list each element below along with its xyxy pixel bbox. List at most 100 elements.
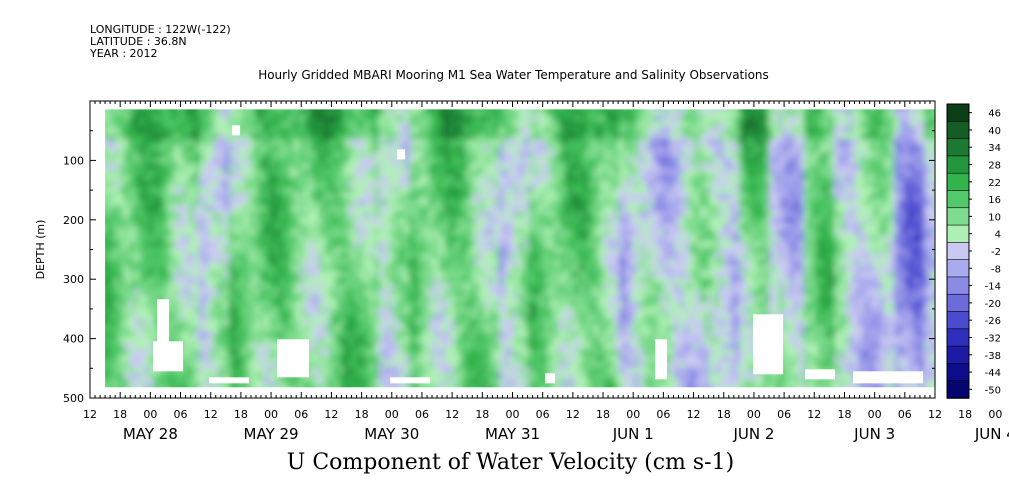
heatmap-cell [314, 151, 321, 159]
heatmap-cell [259, 301, 266, 309]
heatmap-cell [484, 253, 491, 261]
heatmap-cell [379, 265, 386, 273]
heatmap-cell [144, 349, 151, 357]
heatmap-cell [414, 361, 421, 369]
heatmap-cell [554, 385, 561, 388]
heatmap-cell [499, 301, 506, 309]
heatmap-cell [489, 247, 496, 255]
heatmap-cell [399, 295, 406, 303]
heatmap-cell [539, 115, 546, 123]
heatmap-cell [379, 151, 386, 159]
heatmap-cell [599, 205, 606, 213]
heatmap-cell [544, 259, 551, 267]
heatmap-cell [379, 385, 386, 388]
heatmap-cell [439, 283, 446, 291]
heatmap-cell [454, 223, 461, 231]
heatmap-cell [349, 121, 356, 129]
heatmap-cell [519, 355, 526, 363]
heatmap-cell [489, 163, 496, 171]
heatmap-cell [299, 385, 306, 388]
heatmap-cell [599, 145, 606, 153]
heatmap-cell [549, 211, 556, 219]
heatmap-cell [314, 145, 321, 153]
heatmap-cell [389, 175, 396, 183]
heatmap-cell [339, 361, 346, 369]
heatmap-cell [299, 289, 306, 297]
heatmap-cell [564, 265, 571, 273]
heatmap-cell [154, 283, 161, 291]
heatmap-cell [264, 271, 271, 279]
heatmap-cell [109, 199, 116, 207]
heatmap-cell [234, 307, 241, 315]
heatmap-cell [534, 289, 541, 297]
heatmap-cell [409, 277, 416, 285]
heatmap-cell [219, 157, 226, 165]
heatmap-cell [184, 139, 191, 147]
heatmap-cell [264, 265, 271, 273]
heatmap-cell [244, 277, 251, 285]
heatmap-cell [419, 145, 426, 153]
heatmap-cell [294, 379, 301, 387]
heatmap-cell [264, 175, 271, 183]
heatmap-cell [304, 133, 311, 141]
heatmap-cell [254, 139, 261, 147]
heatmap-cell [489, 181, 496, 189]
heatmap-cell [359, 343, 366, 351]
heatmap-cell [444, 349, 451, 357]
heatmap-cell [574, 307, 581, 315]
heatmap-cell [139, 253, 146, 261]
heatmap-cell [289, 379, 296, 387]
heatmap-cell [399, 337, 406, 345]
heatmap-cell [284, 145, 291, 153]
heatmap-cell [434, 247, 441, 255]
heatmap-cell [414, 331, 421, 339]
heatmap-cell [314, 247, 321, 255]
heatmap-cell [289, 325, 296, 333]
heatmap-cell [299, 235, 306, 243]
heatmap-cell [124, 217, 131, 225]
heatmap-cell [604, 205, 611, 213]
heatmap-cell [524, 163, 531, 171]
heatmap-cell [109, 283, 116, 291]
heatmap-cell [144, 301, 151, 309]
heatmap-cell [214, 169, 221, 177]
heatmap-cell [389, 163, 396, 171]
heatmap-cell [489, 115, 496, 123]
heatmap-cell [344, 169, 351, 177]
heatmap-cell [604, 319, 611, 327]
heatmap-cell [254, 193, 261, 201]
heatmap-cell [354, 151, 361, 159]
heatmap-cell [299, 379, 306, 387]
heatmap-cell [264, 133, 271, 141]
heatmap-cell [124, 235, 131, 243]
heatmap-cell [204, 205, 211, 213]
heatmap-cell [259, 109, 266, 117]
heatmap-cell [274, 181, 281, 189]
heatmap-cell [514, 139, 521, 147]
heatmap-cell [139, 325, 146, 333]
heatmap-cell [324, 193, 331, 201]
heatmap-cell [584, 331, 591, 339]
heatmap-cell [269, 271, 276, 279]
heatmap-cell [149, 205, 156, 213]
heatmap-cell [379, 349, 386, 357]
heatmap-cell [559, 241, 566, 249]
heatmap-cell [504, 211, 511, 219]
heatmap-cell [214, 355, 221, 363]
heatmap-cell [219, 139, 226, 147]
heatmap-cell [129, 169, 136, 177]
heatmap-cell [229, 163, 236, 171]
heatmap-cell [174, 193, 181, 201]
heatmap-cell [264, 259, 271, 267]
heatmap-cell [599, 163, 606, 171]
heatmap-cell [464, 121, 471, 129]
heatmap-cell [389, 295, 396, 303]
heatmap-cell [369, 247, 376, 255]
heatmap-cell [579, 343, 586, 351]
heatmap-cell [204, 331, 211, 339]
heatmap-cell [264, 181, 271, 189]
heatmap-cell [514, 289, 521, 297]
heatmap-cell [429, 145, 436, 153]
heatmap-cell [439, 229, 446, 237]
heatmap-cell [359, 169, 366, 177]
